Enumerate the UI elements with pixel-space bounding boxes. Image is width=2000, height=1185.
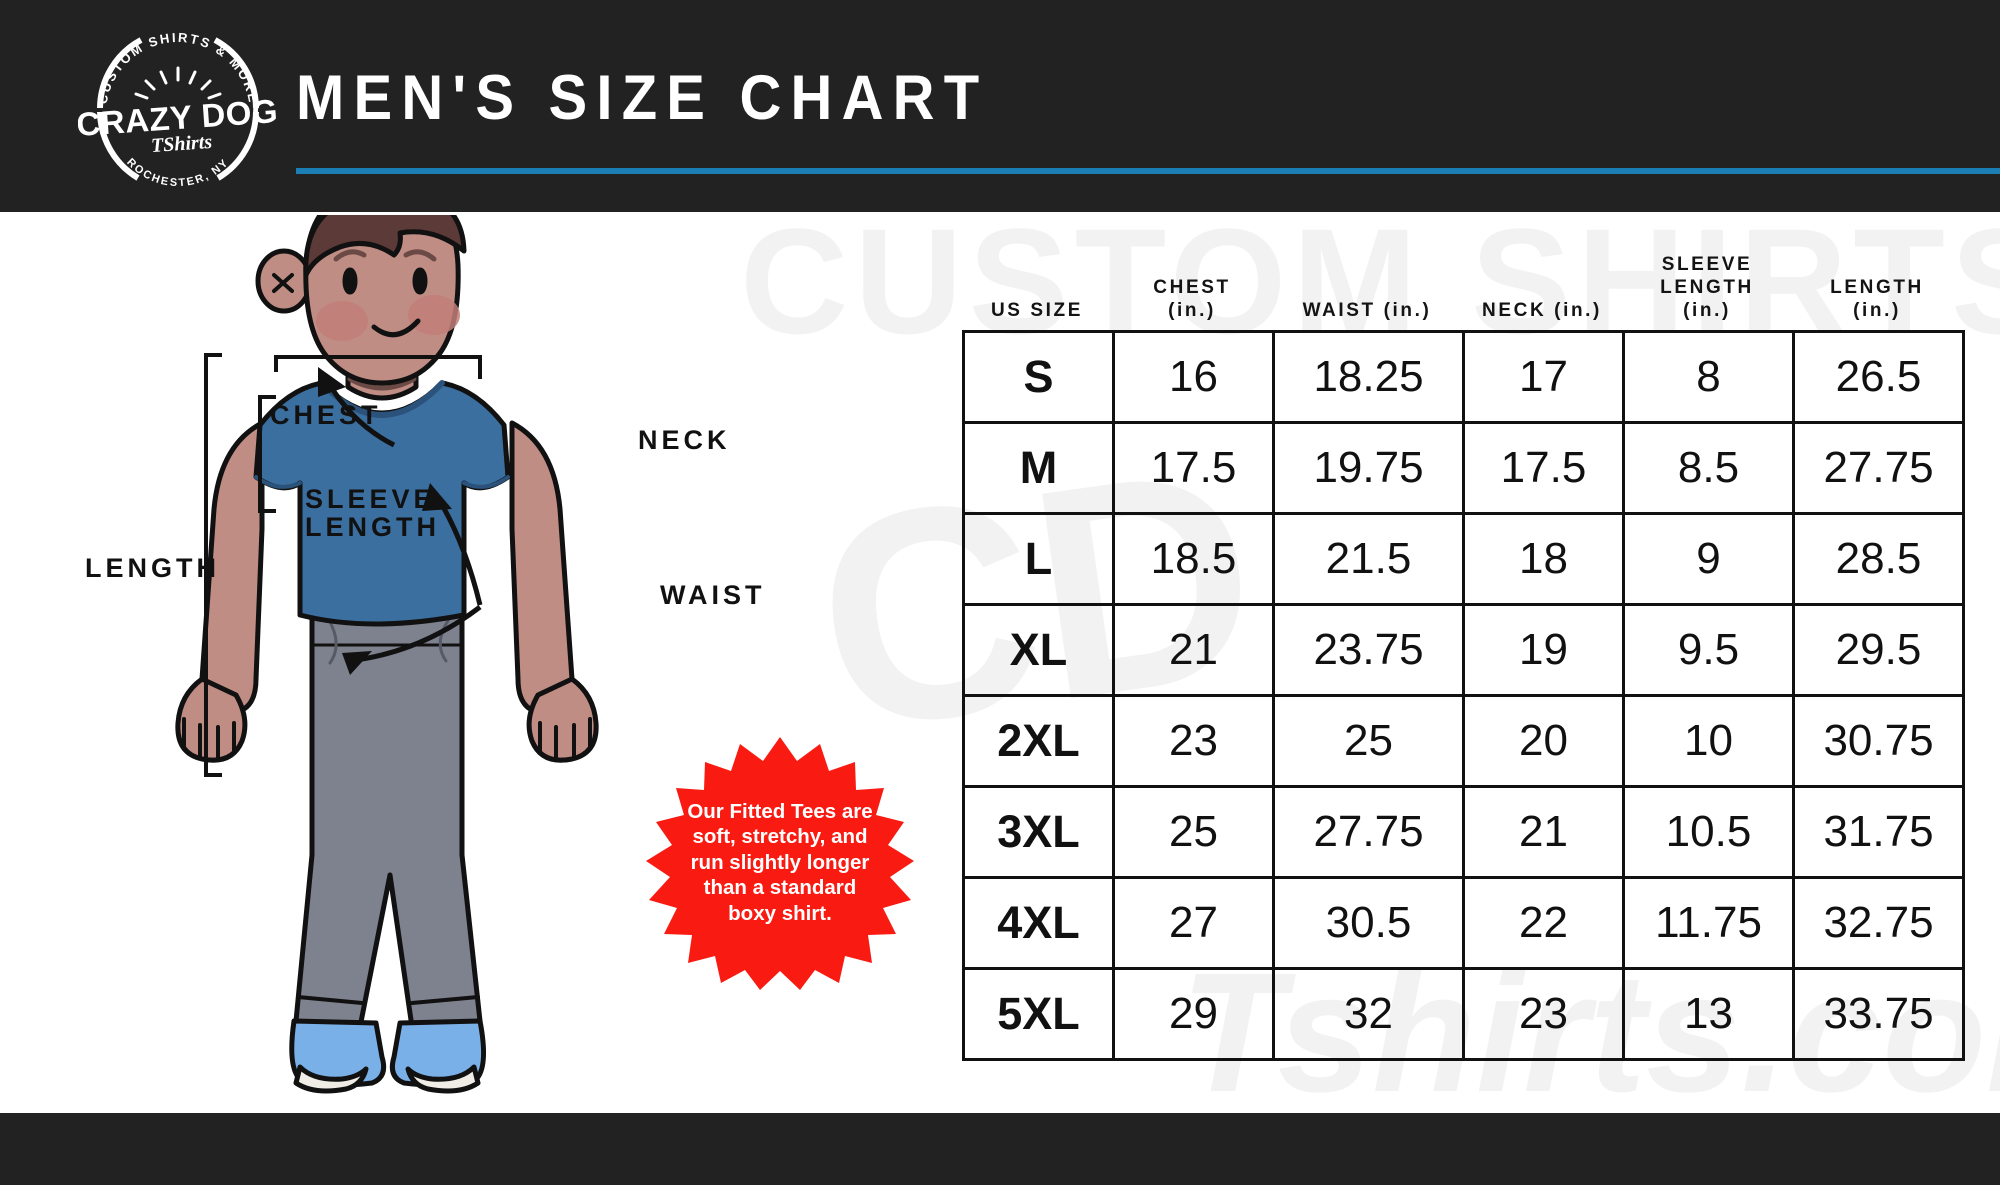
table-row: 5XL 29 32 23 13 33.75 xyxy=(962,967,1965,1061)
label-waist: WAIST xyxy=(660,580,766,610)
cell-r5-c4: 10.5 xyxy=(1622,785,1795,879)
svg-text:TShirts: TShirts xyxy=(150,131,213,157)
cell-r1-c2: 19.75 xyxy=(1272,421,1465,515)
title-underline xyxy=(296,168,2000,174)
cell-r3-c2: 23.75 xyxy=(1272,603,1465,697)
label-chest: CHEST xyxy=(270,400,382,430)
cell-r7-c2: 32 xyxy=(1272,967,1465,1061)
table-row: 3XL 25 27.75 21 10.5 31.75 xyxy=(962,785,1965,879)
footer-bar xyxy=(0,1113,2000,1185)
label-sleeve-length: SLEEVE LENGTH xyxy=(305,485,440,541)
table-row: 2XL 23 25 20 10 30.75 xyxy=(962,694,1965,788)
cell-size-4xl: 4XL xyxy=(962,876,1115,970)
label-length: LENGTH xyxy=(85,553,220,583)
fitted-tees-badge-text: Our Fitted Tees are soft, stretchy, and … xyxy=(687,799,873,925)
cell-r6-c3: 22 xyxy=(1462,876,1625,970)
label-neck: NECK xyxy=(638,425,731,455)
size-chart-table-header-row: US SIZE CHEST (in.) WAIST (in.) NECK (in… xyxy=(962,240,1962,330)
table-row: 4XL 27 30.5 22 11.75 32.75 xyxy=(962,876,1965,970)
column-header-waist: WAIST (in.) xyxy=(1302,300,1432,321)
column-header-chest: CHEST (in.) xyxy=(1153,277,1231,321)
cell-size-2xl: 2XL xyxy=(962,694,1115,788)
cell-r1-c5: 27.75 xyxy=(1792,421,1965,515)
cell-r7-c5: 33.75 xyxy=(1792,967,1965,1061)
cell-r5-c5: 31.75 xyxy=(1792,785,1965,879)
cell-r7-c1: 29 xyxy=(1112,967,1275,1061)
cell-r3-c4: 9.5 xyxy=(1622,603,1795,697)
cell-r0-c4: 8 xyxy=(1622,330,1795,424)
page-title: MEN'S SIZE CHART xyxy=(296,63,989,133)
brand-logo: CUSTOM SHIRTS & MORE CRAZY DOG TShirts R… xyxy=(75,22,279,192)
cell-size-l: L xyxy=(962,512,1115,606)
label-sleeve-line1: SLEEVE xyxy=(305,484,436,514)
svg-text:ROCHESTER, NY: ROCHESTER, NY xyxy=(124,156,231,189)
cell-r2-c5: 28.5 xyxy=(1792,512,1965,606)
cell-size-m: M xyxy=(962,421,1115,515)
cell-r6-c1: 27 xyxy=(1112,876,1275,970)
header-bar: CUSTOM SHIRTS & MORE CRAZY DOG TShirts R… xyxy=(0,0,2000,212)
starburst-shape xyxy=(646,737,914,990)
cell-r4-c1: 23 xyxy=(1112,694,1275,788)
cell-r3-c1: 21 xyxy=(1112,603,1275,697)
cell-r0-c5: 26.5 xyxy=(1792,330,1965,424)
table-row: S 16 18.25 17 8 26.5 xyxy=(962,330,1965,424)
column-header-length: LENGTH (in.) xyxy=(1830,277,1924,321)
cell-r1-c3: 17.5 xyxy=(1462,421,1625,515)
cell-r0-c2: 18.25 xyxy=(1272,330,1465,424)
column-header-neck: NECK (in.) xyxy=(1482,300,1602,321)
chest-bracket xyxy=(274,355,482,379)
table-row: M 17.5 19.75 17.5 8.5 27.75 xyxy=(962,421,1965,515)
cell-r0-c1: 16 xyxy=(1112,330,1275,424)
cell-r7-c4: 13 xyxy=(1622,967,1795,1061)
person-illustration xyxy=(175,184,599,1094)
cell-r2-c1: 18.5 xyxy=(1112,512,1275,606)
label-sleeve-line2: LENGTH xyxy=(305,512,440,542)
cell-r7-c3: 23 xyxy=(1462,967,1625,1061)
waist-arrow xyxy=(422,483,483,606)
cell-r2-c3: 18 xyxy=(1462,512,1625,606)
cell-r6-c2: 30.5 xyxy=(1272,876,1465,970)
waist-pointer-arrow xyxy=(342,605,482,675)
cell-r1-c1: 17.5 xyxy=(1112,421,1275,515)
table-row: XL 21 23.75 19 9.5 29.5 xyxy=(962,603,1965,697)
length-bracket xyxy=(204,353,222,777)
size-chart-table: S 16 18.25 17 8 26.5 M 17.5 19.75 17.5 8.5 27.75 L 18… xyxy=(962,330,1965,1061)
column-header-us-size: US SIZE xyxy=(990,300,1084,321)
cell-size-s: S xyxy=(962,330,1115,424)
cell-r4-c3: 20 xyxy=(1462,694,1625,788)
table-row: L 18.5 21.5 18 9 28.5 xyxy=(962,512,1965,606)
column-header-sleeve-length: SLEEVE LENGTH (in.) xyxy=(1660,254,1754,321)
neck-arrow xyxy=(318,367,396,448)
cell-r1-c4: 8.5 xyxy=(1622,421,1795,515)
cell-r4-c2: 25 xyxy=(1272,694,1465,788)
measurement-diagram: CHEST LENGTH SLEEVE LENGTH NECK WAIST xyxy=(60,184,940,1115)
cell-r5-c2: 27.75 xyxy=(1272,785,1465,879)
cell-r5-c1: 25 xyxy=(1112,785,1275,879)
cell-r6-c5: 32.75 xyxy=(1792,876,1965,970)
fitted-tees-badge: Our Fitted Tees are soft, stretchy, and … xyxy=(640,735,920,990)
cell-size-3xl: 3XL xyxy=(962,785,1115,879)
cell-r6-c4: 11.75 xyxy=(1622,876,1795,970)
cell-r4-c5: 30.75 xyxy=(1792,694,1965,788)
sleeve-length-bracket xyxy=(258,395,276,513)
cell-r2-c2: 21.5 xyxy=(1272,512,1465,606)
size-chart-table-wrapper: US SIZE CHEST (in.) WAIST (in.) NECK (in… xyxy=(962,240,1965,1061)
cell-r5-c3: 21 xyxy=(1462,785,1625,879)
size-chart-table-body: S 16 18.25 17 8 26.5 M 17.5 19.75 17.5 8.5 27.75 L 18… xyxy=(962,330,1965,1061)
cell-size-xl: XL xyxy=(962,603,1115,697)
cell-r3-c3: 19 xyxy=(1462,603,1625,697)
cell-r4-c4: 10 xyxy=(1622,694,1795,788)
cell-r3-c5: 29.5 xyxy=(1792,603,1965,697)
cell-r2-c4: 9 xyxy=(1622,512,1795,606)
cell-r0-c3: 17 xyxy=(1462,330,1625,424)
cell-size-5xl: 5XL xyxy=(962,967,1115,1061)
